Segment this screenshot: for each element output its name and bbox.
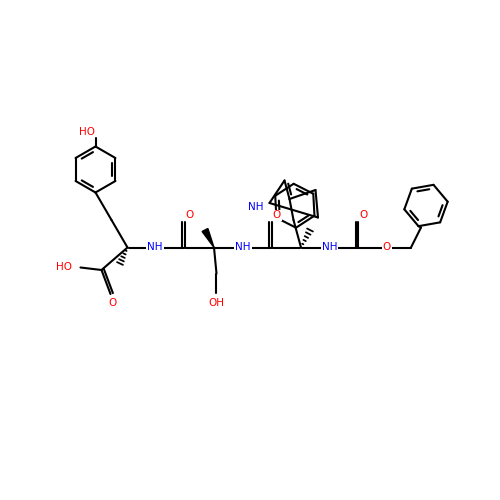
Text: O: O bbox=[383, 242, 391, 252]
Text: NH: NH bbox=[322, 242, 337, 252]
Text: O: O bbox=[360, 210, 368, 220]
Text: HO: HO bbox=[78, 126, 94, 136]
Text: NH: NH bbox=[248, 202, 263, 212]
Text: O: O bbox=[109, 298, 117, 308]
Text: NH: NH bbox=[235, 242, 250, 252]
Text: O: O bbox=[273, 210, 281, 220]
Polygon shape bbox=[202, 228, 214, 248]
Text: O: O bbox=[186, 210, 194, 220]
Text: HO: HO bbox=[56, 262, 72, 272]
Text: NH: NH bbox=[147, 242, 162, 252]
Text: OH: OH bbox=[208, 298, 224, 308]
